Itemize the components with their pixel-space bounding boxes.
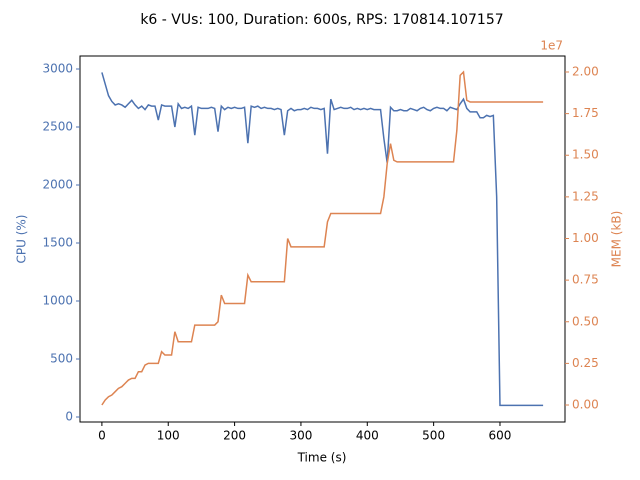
- y-tick-label: 1500: [42, 236, 73, 250]
- y2-offset-label: 1e7: [540, 39, 563, 53]
- x-axis-label: Time (s): [297, 451, 347, 465]
- y2-tick-label: 0.75: [572, 273, 599, 287]
- series-line: [101, 70, 544, 406]
- y2-tick-label: 0.00: [572, 398, 599, 412]
- x-tick-label: 500: [422, 429, 445, 443]
- x-tick-label: 0: [98, 429, 106, 443]
- x-tick-label: 400: [356, 429, 379, 443]
- x-tick-label: 600: [489, 429, 512, 443]
- series-line: [101, 72, 544, 407]
- y2-axis-label: MEM (kB): [610, 211, 624, 268]
- plot-frame: [79, 55, 566, 423]
- y-tick-label: 1000: [42, 294, 73, 308]
- y-axis-label: CPU (%): [15, 215, 29, 264]
- y-tick-label: 500: [50, 352, 73, 366]
- y-tick-label: 0: [65, 410, 73, 424]
- chart-title: k6 - VUs: 100, Duration: 600s, RPS: 1708…: [140, 12, 503, 28]
- y2-tick-label: 1.25: [572, 189, 599, 203]
- y2-tick-label: 0.25: [572, 356, 599, 370]
- y-tick-label: 2000: [42, 177, 73, 191]
- y-tick-label: 3000: [42, 61, 73, 75]
- y2-tick-label: 1.50: [572, 148, 599, 162]
- x-tick-label: 100: [157, 429, 180, 443]
- y2-tick-label: 2.00: [572, 64, 599, 78]
- y-tick-label: 2500: [42, 119, 73, 133]
- y2-tick-label: 1.00: [572, 231, 599, 245]
- x-tick-label: 200: [223, 429, 246, 443]
- y2-tick-label: 0.50: [572, 314, 599, 328]
- y2-tick-label: 1.75: [572, 106, 599, 120]
- x-tick-label: 300: [289, 429, 312, 443]
